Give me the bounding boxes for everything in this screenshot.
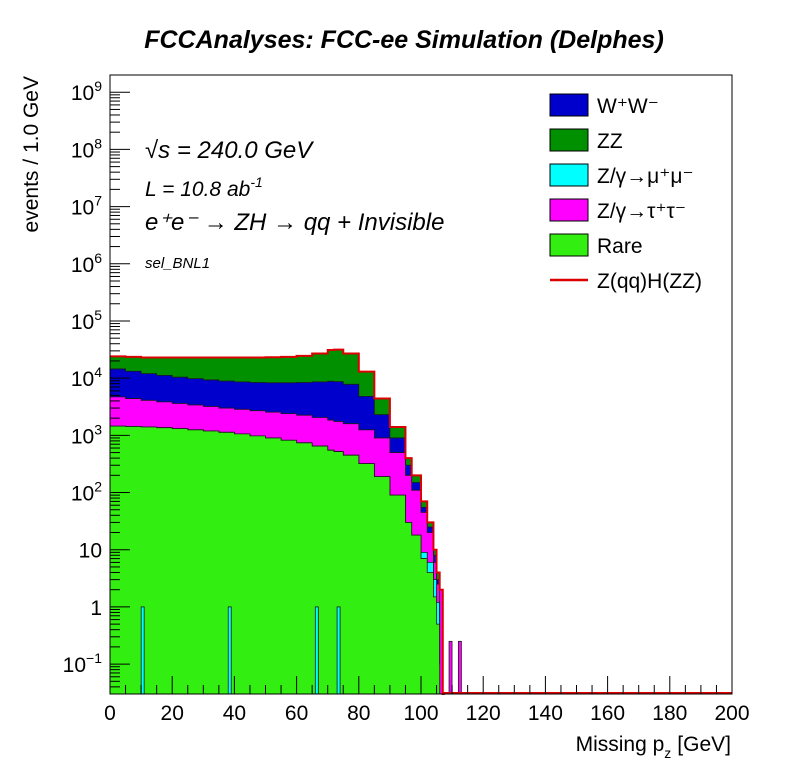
x-tick-label: 80 — [347, 702, 370, 725]
spike-3 — [336, 606, 341, 695]
process-annotation: e⁺e⁻ → ZH → qq + Invisible — [145, 209, 444, 236]
x-axis-label-unit: [GeV] — [677, 733, 731, 756]
sqrt-s-annotation: √s = 240.0 GeV — [145, 137, 314, 164]
x-axis-label-main: Missing p — [576, 733, 665, 756]
plot-area: 0 20 40 60 80 100 120 140 160 180 200 10−111010210… — [63, 74, 750, 725]
annotations: √s = 240.0 GeV L = 10.8 ab-1 e⁺e⁻ → ZH →… — [145, 137, 444, 272]
y-tick-label: 104 — [71, 364, 102, 391]
legend-label: Rare — [597, 235, 643, 258]
x-axis-ticks: 0 20 40 60 80 100 120 140 160 180 200 — [104, 676, 750, 725]
y-tick-label: 109 — [71, 78, 102, 105]
sqrt-s-value: = 240.0 GeV — [170, 137, 314, 164]
x-tick-label: 40 — [223, 702, 246, 725]
legend: W⁺W⁻ ZZ Z/γ→μ⁺μ⁻ Z/γ→τ⁺τ⁻ Rare Z(qq)H(ZZ) — [549, 93, 702, 293]
signal-line — [110, 348, 732, 695]
y-axis-label: events / 1.0 GeV — [20, 76, 43, 232]
y-axis-ticks: 10−1 1 10 102 103 104 105 106 107 108 109 — [63, 74, 130, 695]
x-tick-label: 140 — [528, 702, 563, 725]
y-tick-label: 10 — [79, 540, 102, 563]
x-tick-label: 60 — [285, 702, 308, 725]
spike-2 — [314, 606, 319, 695]
x-tick-label: 100 — [403, 702, 438, 725]
legend-swatch — [549, 233, 589, 257]
x-tick-label: 0 — [104, 702, 116, 725]
legend-label: Z/γ→τ⁺τ⁻ — [597, 200, 686, 223]
legend-swatch — [549, 93, 589, 117]
legend-label: Z(qq)H(ZZ) — [597, 270, 702, 293]
x-axis-label-sub: z — [664, 745, 671, 761]
x-tick-label: 200 — [714, 702, 749, 725]
y-tick-label: 1 — [90, 597, 102, 620]
selection-annotation: sel_BNL1 — [145, 255, 210, 272]
sqrt-s-symbol: √s — [145, 137, 170, 164]
legend-swatch — [549, 163, 589, 187]
y-tick-label: 103 — [71, 421, 102, 448]
x-tick-label: 120 — [466, 702, 501, 725]
legend-label: W⁺W⁻ — [597, 95, 659, 118]
y-tick-label: 108 — [71, 135, 102, 162]
spike-5 — [448, 640, 453, 695]
spike-1 — [227, 606, 232, 695]
y-tick-label: 107 — [71, 193, 102, 220]
x-tick-label: 20 — [161, 702, 184, 725]
legend-swatch — [549, 128, 589, 152]
stack-layers — [109, 349, 445, 695]
luminosity-exp: -1 — [250, 174, 262, 190]
x-axis-label: Missing pz [GeV] — [576, 733, 731, 761]
y-tick-label: 102 — [71, 479, 102, 506]
y-tick-label: 106 — [71, 250, 102, 277]
y-tick-label: 105 — [71, 307, 102, 334]
x-tick-label: 160 — [590, 702, 625, 725]
luminosity-text: L = 10.8 ab — [145, 178, 251, 201]
luminosity-annotation: L = 10.8 ab-1 — [145, 174, 263, 201]
legend-swatch — [549, 198, 589, 222]
legend-label: Z/γ→μ⁺μ⁻ — [597, 165, 694, 188]
chart-title: FCCAnalyses: FCC-ee Simulation (Delphes) — [144, 26, 664, 54]
stack-layer-0 — [109, 425, 445, 695]
x-tick-label: 180 — [652, 702, 687, 725]
y-tick-label: 10−1 — [63, 650, 103, 677]
spike-0 — [140, 606, 145, 695]
spike-6 — [457, 640, 462, 695]
legend-label: ZZ — [597, 130, 623, 153]
